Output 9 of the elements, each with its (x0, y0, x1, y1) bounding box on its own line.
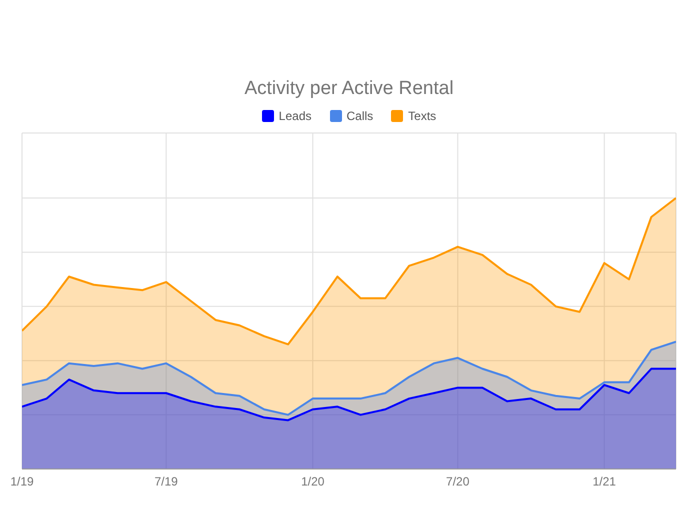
x-tick-label: 7/19 (154, 474, 178, 489)
chart-title: Activity per Active Rental (243, 78, 455, 100)
x-tick-label: 1/20 (301, 474, 325, 489)
x-tick-label: 1/19 (10, 474, 34, 489)
x-tick-label: 7/20 (446, 474, 470, 489)
legend-label: Calls (346, 109, 374, 123)
x-tick-label: 1/21 (592, 474, 616, 489)
legend-label: Texts (408, 109, 436, 123)
legend-label: Leads (278, 109, 312, 123)
